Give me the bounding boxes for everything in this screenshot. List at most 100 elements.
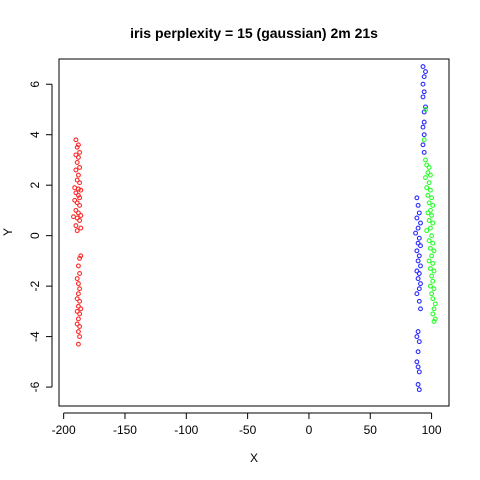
x-tick-label: 0	[306, 423, 313, 437]
data-point	[78, 253, 84, 259]
data-point	[74, 276, 80, 282]
data-point	[431, 268, 437, 274]
data-point	[415, 382, 421, 387]
data-point	[415, 329, 421, 335]
data-point	[415, 258, 421, 264]
data-point	[429, 291, 435, 297]
data-point	[426, 180, 432, 186]
data-point	[421, 137, 427, 143]
data-point	[420, 64, 426, 70]
data-point	[74, 321, 80, 327]
data-point	[415, 225, 421, 231]
data-point	[414, 248, 420, 254]
data-point	[427, 245, 433, 251]
data-point	[77, 218, 83, 223]
data-point	[427, 187, 433, 193]
data-point	[426, 258, 432, 264]
data-point	[414, 359, 420, 365]
data-point	[421, 74, 427, 80]
data-point	[74, 200, 80, 206]
x-tick-label: 50	[364, 423, 378, 437]
data-point	[74, 177, 80, 183]
x-axis-label: X	[250, 451, 258, 465]
data-point	[415, 202, 421, 208]
data-point	[414, 291, 420, 297]
data-point	[418, 306, 423, 312]
data-point	[425, 192, 431, 198]
data-point	[416, 210, 422, 216]
data-point	[427, 225, 433, 231]
data-point	[74, 308, 80, 314]
data-point	[425, 210, 431, 216]
data-point	[77, 311, 83, 317]
data-point	[416, 235, 422, 241]
data-point	[78, 187, 84, 193]
x-tick-label: 100	[422, 423, 442, 437]
data-point	[416, 339, 422, 345]
data-point	[414, 215, 420, 221]
data-point	[416, 286, 422, 292]
chart-title: iris perplexity = 15 (gaussian) 2m 21s	[130, 25, 378, 41]
data-point	[426, 165, 432, 170]
data-points	[71, 64, 438, 393]
data-point	[423, 69, 428, 75]
data-point	[75, 186, 81, 192]
data-point	[432, 301, 438, 307]
data-point	[430, 311, 436, 317]
data-point	[414, 268, 420, 274]
data-point	[72, 197, 78, 203]
data-point	[75, 172, 81, 178]
data-point	[77, 149, 83, 155]
y-axis-label: Y	[1, 228, 15, 236]
y-tick-label: 0	[28, 232, 42, 239]
x-tick-label: -50	[239, 423, 257, 437]
data-point	[420, 94, 426, 100]
data-point	[77, 271, 83, 276]
data-point	[413, 230, 419, 236]
data-point	[429, 195, 435, 201]
data-point	[415, 276, 421, 282]
y-tick-label: -2	[28, 280, 42, 291]
data-point	[73, 207, 79, 213]
data-point	[75, 210, 81, 216]
data-point	[414, 195, 420, 201]
data-point	[75, 154, 81, 160]
data-point	[430, 240, 436, 246]
data-point	[427, 172, 433, 178]
data-point	[416, 369, 422, 375]
data-point	[431, 286, 437, 292]
data-point	[430, 260, 436, 266]
data-point	[414, 334, 420, 340]
data-point	[77, 202, 83, 208]
data-point	[73, 190, 79, 196]
data-point	[75, 329, 81, 335]
data-point	[73, 223, 79, 229]
data-point	[75, 192, 81, 198]
data-point	[77, 324, 83, 329]
data-point	[416, 298, 422, 304]
data-point	[77, 255, 83, 261]
data-point	[415, 349, 421, 355]
data-point	[74, 215, 80, 221]
y-tick-label: -6	[28, 381, 42, 392]
data-point	[418, 281, 423, 287]
data-point	[424, 162, 430, 168]
data-point	[427, 283, 433, 289]
data-point	[74, 144, 80, 150]
data-point	[421, 149, 427, 155]
x-tick-label: -200	[52, 423, 76, 437]
data-point	[416, 387, 422, 393]
data-point	[421, 132, 427, 138]
data-point	[416, 253, 422, 259]
data-point	[431, 306, 437, 312]
y-tick-label: 4	[28, 131, 42, 138]
data-point	[427, 266, 433, 271]
x-tick-label: -150	[113, 423, 137, 437]
data-point	[429, 213, 435, 218]
data-point	[427, 207, 433, 213]
data-point	[75, 263, 81, 269]
data-point	[424, 228, 430, 234]
data-point	[423, 104, 428, 110]
